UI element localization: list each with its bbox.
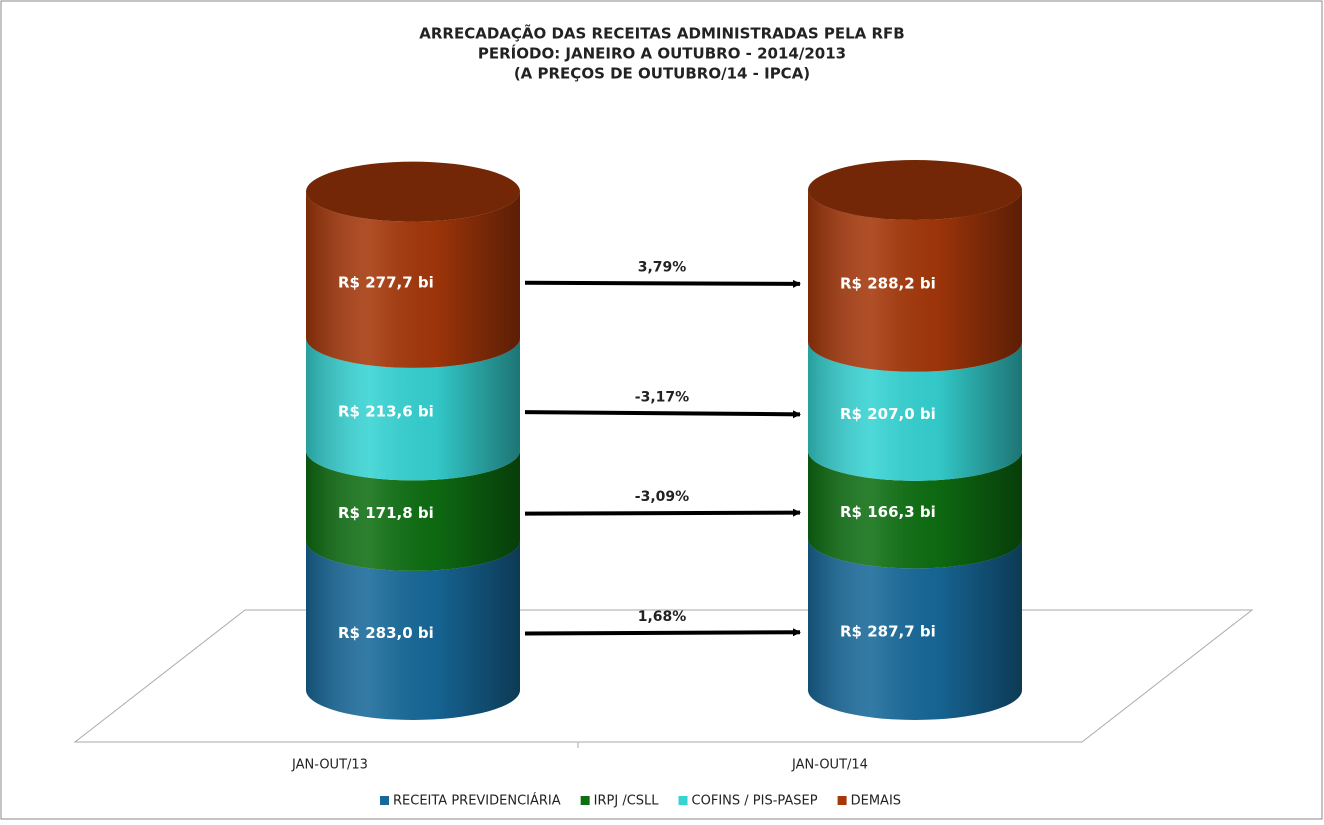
change-label: -3,17% [635,389,689,405]
chart-title: PERÍODO: JANEIRO A OUTUBRO - 2014/2013 [478,44,846,63]
shading [808,538,1022,720]
shading [808,190,1022,372]
value-label: R$ 277,7 bi [338,273,434,291]
legend-swatch [837,796,847,805]
legend-label: RECEITA PREVIDENCIÁRIA [393,793,561,809]
change-label: 3,79% [638,259,687,275]
value-label: R$ 207,0 bi [840,405,936,423]
shading [306,540,520,720]
legend-swatch [580,796,590,805]
change-label: 1,68% [638,609,687,625]
change-label: -3,09% [635,489,689,505]
cylinder-top [306,161,520,222]
value-label: R$ 166,3 bi [840,503,936,521]
legend-swatch [678,796,688,805]
change-arrow [524,410,801,419]
value-label: R$ 287,7 bi [840,623,936,641]
change-arrow [524,508,801,517]
x-tick-label: JAN-OUT/14 [791,758,868,773]
cylinder-top [808,160,1022,220]
value-label: R$ 283,0 bi [338,624,434,642]
value-label: R$ 288,2 bi [840,274,936,292]
shading [808,450,1022,569]
shading [808,341,1022,481]
shading [306,337,520,481]
legend-label: COFINS / PIS-PASEP [692,794,818,809]
shading [306,191,520,368]
shading [306,450,520,571]
value-label: R$ 213,6 bi [338,403,434,421]
legend-label: DEMAIS [851,794,901,809]
legend-label: IRPJ /CSLL [594,794,660,809]
floor [73,609,1254,743]
value-label: R$ 171,8 bi [338,504,434,522]
x-tick-label: JAN-OUT/13 [291,758,368,773]
chart-title: (A PREÇOS DE OUTUBRO/14 - IPCA) [514,65,810,83]
change-arrow [524,628,801,637]
chart-title: ARRECADAÇÃO DAS RECEITAS ADMINISTRADAS P… [419,24,905,43]
change-arrow [524,279,801,288]
legend-swatch [380,796,389,805]
